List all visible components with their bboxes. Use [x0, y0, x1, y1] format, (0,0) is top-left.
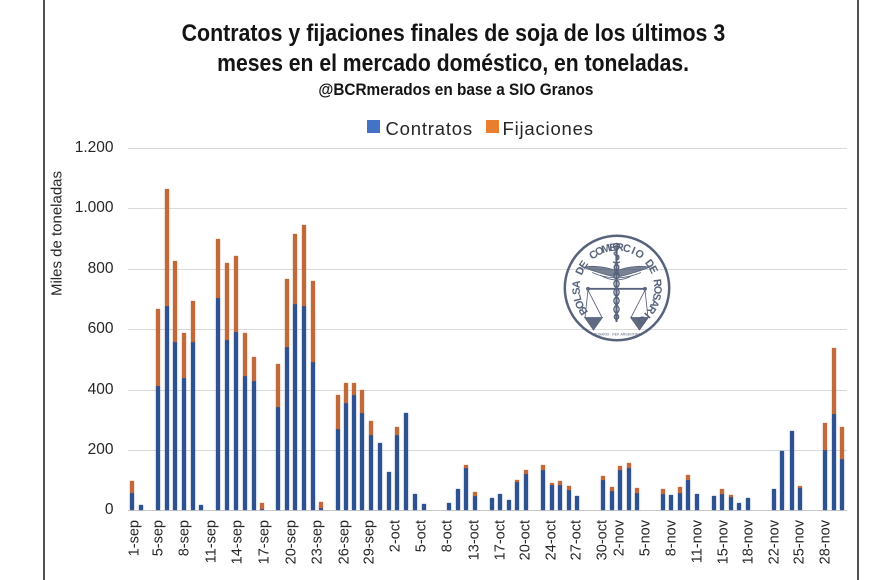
svg-text:E: E — [646, 264, 660, 276]
svg-text:A: A — [571, 280, 584, 289]
svg-text:R: R — [616, 242, 625, 255]
svg-text:ROSARIO · REP. ARGENTINA: ROSARIO · REP. ARGENTINA — [594, 333, 641, 337]
svg-text:E: E — [609, 242, 617, 255]
svg-text:S: S — [650, 292, 663, 302]
svg-text:A: A — [647, 297, 661, 309]
svg-text:I: I — [641, 310, 652, 320]
svg-text:M: M — [600, 242, 612, 256]
svg-text:O: O — [651, 285, 663, 294]
svg-text:C: C — [621, 242, 632, 256]
svg-text:I: I — [629, 245, 637, 257]
svg-text:S: S — [571, 287, 584, 295]
svg-text:R: R — [651, 278, 664, 287]
svg-text:L: L — [571, 293, 584, 303]
